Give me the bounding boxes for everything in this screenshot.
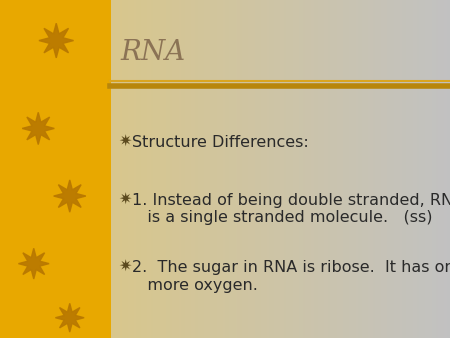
Text: 2.  The sugar in RNA is ribose.  It has one
   more oxygen.: 2. The sugar in RNA is ribose. It has on…: [132, 260, 450, 293]
Text: ✷: ✷: [118, 193, 131, 208]
Polygon shape: [39, 23, 74, 58]
Text: ✷: ✷: [118, 135, 131, 150]
Polygon shape: [18, 248, 49, 279]
Polygon shape: [55, 304, 84, 332]
Text: 1. Instead of being double stranded, RNA
   is a single stranded molecule.   (ss: 1. Instead of being double stranded, RNA…: [132, 193, 450, 225]
Polygon shape: [22, 112, 54, 145]
Text: ✷: ✷: [118, 260, 131, 275]
Text: Structure Differences:: Structure Differences:: [132, 135, 309, 150]
Polygon shape: [54, 180, 86, 212]
Text: RNA: RNA: [120, 39, 185, 66]
